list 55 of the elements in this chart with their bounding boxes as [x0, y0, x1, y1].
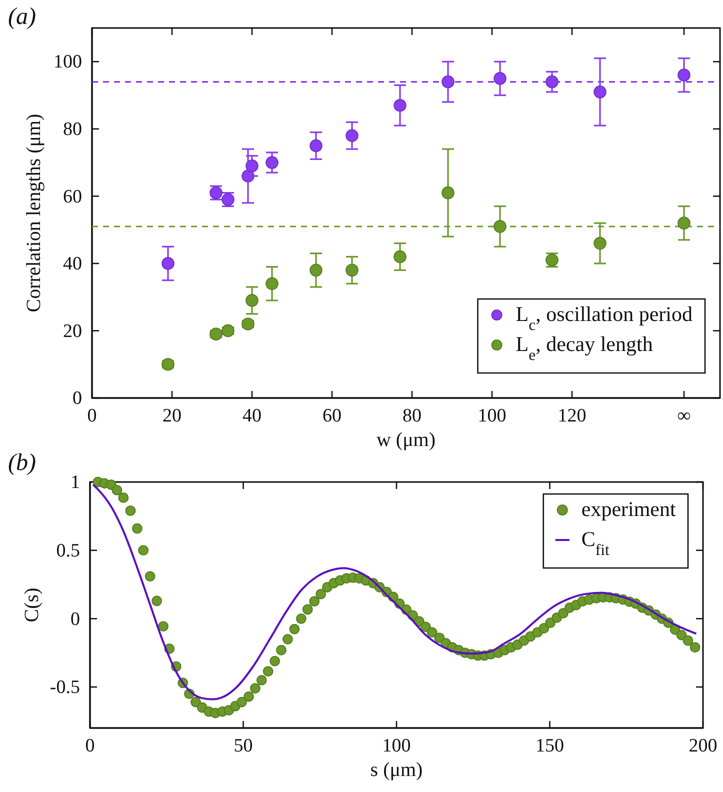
point — [394, 98, 406, 112]
point — [442, 186, 454, 200]
x-tick-label: 0 — [85, 735, 95, 756]
y-tick-label: 0 — [72, 388, 82, 410]
x-axis-title: s (μm) — [370, 759, 423, 781]
point — [266, 277, 278, 290]
x-tick-label: 100 — [478, 405, 506, 426]
chart-title: (b) — [8, 450, 36, 476]
point — [310, 139, 322, 152]
y-tick-label: 0.5 — [56, 540, 80, 562]
x-axis-title: w (μm) — [376, 429, 436, 451]
point — [266, 156, 278, 169]
legend-label: L$_{c}$, oscillation period — [516, 302, 693, 334]
point — [546, 75, 558, 88]
y-axis-title: Correlation lengths (μm) — [23, 114, 45, 312]
x-tick-label: 80 — [402, 405, 422, 426]
point — [246, 160, 258, 172]
point — [242, 170, 254, 182]
x-tick-label: ∞ — [677, 405, 691, 426]
point — [310, 264, 322, 277]
chart-title: (a) — [8, 4, 36, 30]
x-tick-label: 120 — [558, 405, 586, 426]
legend-label: C$_{fit}$ — [581, 527, 610, 558]
y-tick-label: -0.5 — [50, 677, 80, 698]
y-tick-label: 0 — [70, 608, 80, 630]
x-tick-label: 100 — [382, 735, 411, 756]
y-tick-label: 1 — [70, 472, 80, 494]
x-tick-label: 50 — [234, 735, 253, 756]
legend-label: experiment — [581, 497, 676, 521]
point — [678, 216, 690, 230]
point — [494, 220, 506, 233]
point — [494, 72, 506, 85]
point — [442, 75, 454, 88]
x-tick-label: 60 — [322, 405, 342, 426]
point — [162, 257, 174, 270]
point — [346, 129, 358, 142]
x-tick-label: 200 — [688, 735, 718, 756]
legend-label: L$_{e}$, decay length — [516, 332, 654, 364]
y-tick-label: 60 — [63, 186, 82, 208]
x-tick-label: 20 — [162, 405, 182, 426]
x-tick-label: 0 — [87, 405, 97, 426]
point — [678, 68, 690, 82]
x-tick-label: 150 — [536, 735, 564, 756]
point — [594, 86, 606, 98]
point — [394, 250, 406, 264]
point — [346, 264, 358, 277]
y-tick-label: 20 — [63, 320, 82, 342]
point — [162, 358, 174, 371]
y-tick-label: 40 — [63, 254, 82, 275]
y-axis-title: C(s) — [21, 588, 43, 622]
y-tick-label: 80 — [63, 118, 82, 140]
point — [594, 236, 606, 250]
x-tick-label: 40 — [242, 405, 262, 426]
point — [246, 294, 258, 307]
y-tick-label: 100 — [54, 52, 82, 73]
